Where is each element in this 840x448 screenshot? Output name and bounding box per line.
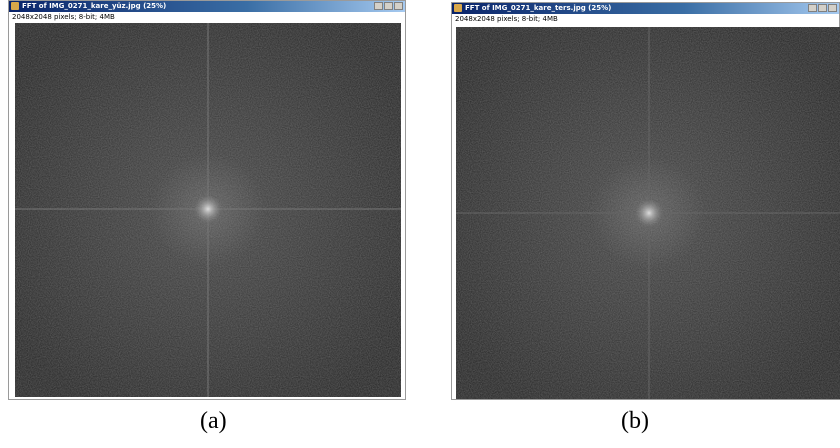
page: FFT of IMG_0271_kare_yüz.jpg (25%) 2048x… — [0, 0, 840, 448]
image-info: 2048x2048 pixels; 8-bit; 4MB — [12, 12, 115, 22]
window-controls — [808, 4, 837, 12]
window-title: FFT of IMG_0271_kare_ters.jpg (25%) — [465, 3, 611, 14]
window-title: FFT of IMG_0271_kare_yüz.jpg (25%) — [22, 1, 166, 12]
window-controls — [374, 2, 403, 10]
close-button[interactable] — [828, 4, 837, 12]
dc-peak — [635, 199, 663, 227]
maximize-button[interactable] — [818, 4, 827, 12]
fft-image — [15, 23, 401, 397]
minimize-button[interactable] — [374, 2, 383, 10]
app-icon — [11, 2, 19, 10]
close-button[interactable] — [394, 2, 403, 10]
title-bar: FFT of IMG_0271_kare_yüz.jpg (25%) — [9, 1, 405, 12]
title-bar: FFT of IMG_0271_kare_ters.jpg (25%) — [452, 3, 839, 14]
dc-peak — [194, 195, 222, 223]
window[interactable]: FFT of IMG_0271_kare_yüz.jpg (25%) 2048x… — [8, 0, 406, 400]
app-icon — [454, 4, 462, 12]
caption: (a) — [200, 408, 227, 435]
window[interactable]: FFT of IMG_0271_kare_ters.jpg (25%) 2048… — [451, 2, 840, 400]
minimize-button[interactable] — [808, 4, 817, 12]
image-info: 2048x2048 pixels; 8-bit; 4MB — [455, 14, 558, 24]
maximize-button[interactable] — [384, 2, 393, 10]
fft-image — [456, 27, 840, 399]
caption: (b) — [621, 408, 649, 435]
